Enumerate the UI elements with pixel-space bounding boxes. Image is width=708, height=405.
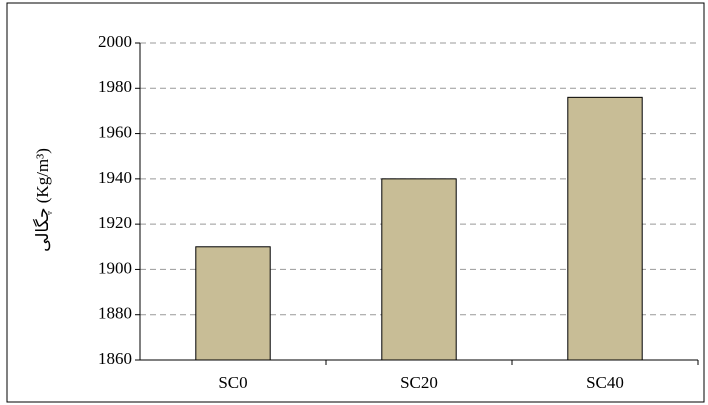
x-tick-label: SC40 — [586, 373, 624, 392]
bar — [195, 246, 271, 361]
x-tick-label: SC0 — [218, 373, 247, 392]
y-tick-label: 1940 — [98, 168, 132, 187]
y-tick-label: 1960 — [98, 122, 132, 141]
y-tick-label: 1860 — [98, 349, 132, 368]
y-tick-label: 1920 — [98, 213, 132, 232]
bar — [567, 96, 643, 361]
x-tick-label: SC20 — [400, 373, 438, 392]
y-axis-label: چگالی (Kg/m³) — [32, 148, 53, 252]
bar — [381, 178, 457, 361]
y-tick-label: 1880 — [98, 304, 132, 323]
y-tick-label: 1900 — [98, 258, 132, 277]
y-tick-label: 1980 — [98, 77, 132, 96]
y-tick-label: 2000 — [98, 32, 132, 51]
